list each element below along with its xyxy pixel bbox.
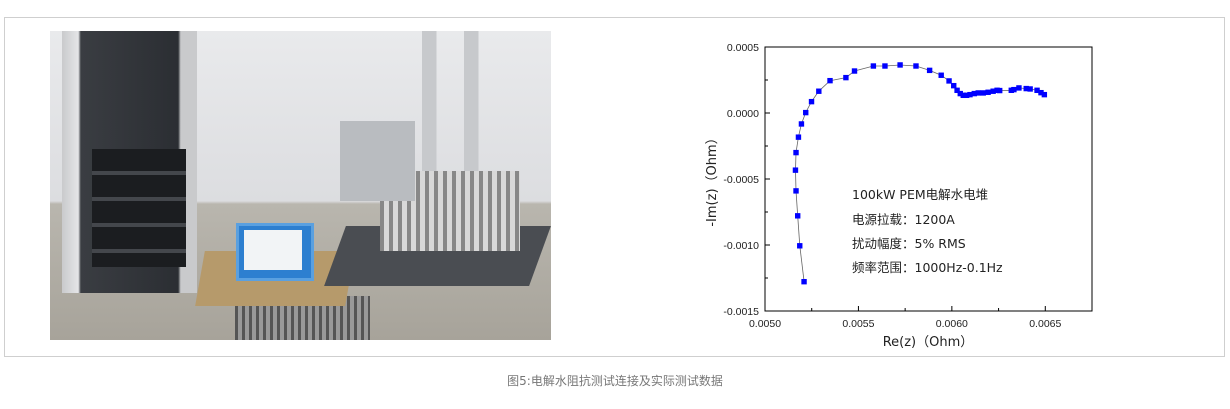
- annotation-frequency: 频率范围：1000Hz-0.1Hz: [852, 260, 1003, 275]
- annotation-amplitude: 扰动幅度：5% RMS: [852, 236, 966, 251]
- data-point: [801, 278, 807, 285]
- data-point: [975, 90, 981, 96]
- data-point: [951, 82, 957, 89]
- data-point: [803, 109, 809, 116]
- data-point: [851, 68, 858, 74]
- y-tick-label: -0.0015: [723, 306, 759, 318]
- data-point: [816, 88, 822, 94]
- control-cabinet: [340, 121, 415, 201]
- data-point: [797, 243, 803, 249]
- y-tick-label: -0.0005: [723, 174, 759, 186]
- data-point: [946, 78, 952, 84]
- data-point: [793, 188, 799, 194]
- data-point: [913, 63, 919, 69]
- x-tick-label: 0.0060: [936, 318, 968, 330]
- figure-caption: 图5:电解水阻抗测试连接及实际测试数据: [507, 374, 723, 388]
- figure-frame: [4, 17, 1225, 357]
- data-point: [798, 121, 805, 127]
- analyzer-screen: [244, 230, 302, 270]
- data-point: [843, 74, 849, 81]
- data-point: [990, 88, 996, 94]
- data-point: [1011, 86, 1017, 93]
- data-point: [808, 98, 815, 105]
- data-point: [960, 92, 966, 99]
- y-tick-label: -0.0010: [723, 240, 759, 252]
- data-point: [980, 90, 986, 96]
- data-point: [963, 92, 970, 99]
- pipes: [410, 31, 530, 171]
- data-point: [827, 77, 833, 84]
- data-point: [1023, 85, 1029, 92]
- y-tick-label: 0.0000: [727, 108, 759, 120]
- data-point: [926, 67, 933, 74]
- data-point: [1027, 86, 1033, 92]
- data-point: [996, 87, 1003, 94]
- plot-area: [764, 46, 1093, 312]
- y-axis-label: -Im(z)（Ohm）: [705, 131, 720, 226]
- rack-panel: [92, 149, 186, 267]
- data-point: [985, 89, 991, 95]
- data-point: [870, 63, 877, 69]
- data-point: [792, 167, 799, 173]
- data-point: [882, 63, 888, 69]
- x-tick-label: 0.0065: [1029, 318, 1061, 330]
- data-point: [938, 72, 944, 78]
- data-point: [1016, 85, 1022, 91]
- data-point: [971, 90, 977, 97]
- data-point: [967, 91, 973, 98]
- x-tick-label: 0.0050: [749, 318, 781, 330]
- test-setup-photo: [50, 31, 551, 340]
- x-axis-label: Re(z)（Ohm）: [883, 335, 974, 350]
- data-point: [793, 149, 799, 156]
- data-point: [897, 62, 903, 68]
- data-point: [1038, 89, 1044, 96]
- data-point: [795, 213, 801, 219]
- data-point: [954, 87, 960, 93]
- data-point: [795, 134, 802, 140]
- data-point: [1041, 91, 1048, 98]
- data-point: [957, 90, 963, 97]
- annotation-title: 100kW PEM电解水电堆: [852, 187, 988, 202]
- nyquist-chart: 0.0050 0.0055 0.0060 0.0065 0.0005 0.0000 -0.0…: [705, 42, 1093, 350]
- annotation-load: 电源拉载：1200A: [852, 212, 955, 227]
- y-tick-label: 0.0005: [727, 42, 759, 54]
- data-point: [1034, 87, 1040, 93]
- x-tick-label: 0.0055: [842, 318, 874, 330]
